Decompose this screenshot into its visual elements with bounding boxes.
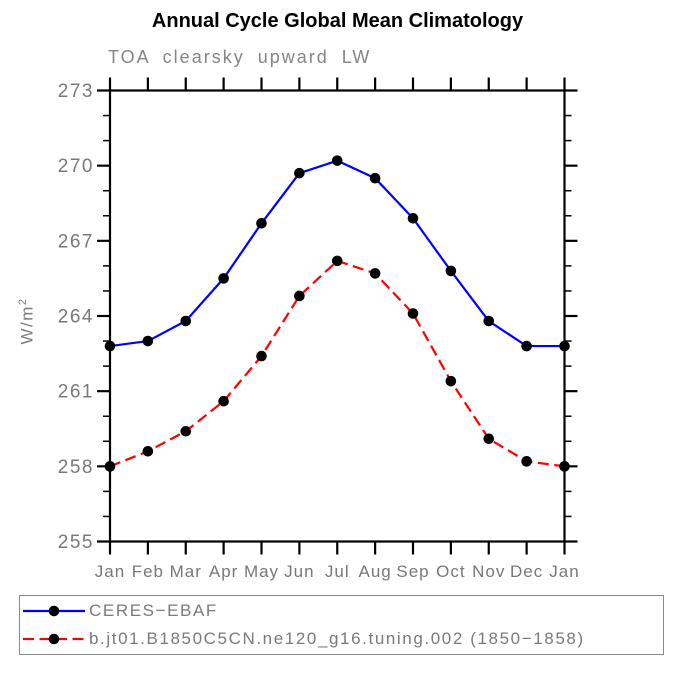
- svg-text:273: 273: [58, 81, 94, 102]
- legend-item-ceres: CERES−EBAF: [20, 597, 218, 625]
- svg-text:261: 261: [58, 382, 94, 403]
- svg-text:270: 270: [58, 156, 94, 177]
- chart-title: Annual Cycle Global Mean Climatology: [151, 10, 524, 32]
- legend-label: CERES−EBAF: [89, 601, 218, 620]
- svg-text:Apr: Apr: [209, 562, 238, 581]
- svg-text:Aug: Aug: [359, 562, 392, 581]
- svg-text:May: May: [244, 562, 279, 581]
- svg-text:255: 255: [58, 532, 94, 553]
- svg-text:Jul: Jul: [325, 562, 350, 581]
- svg-text:Sep: Sep: [396, 562, 429, 581]
- svg-text:Nov: Nov: [472, 562, 505, 581]
- svg-text:Dec: Dec: [510, 562, 543, 581]
- legend-label: b.jt01.B1850C5CN.ne120_g16.tuning.002 (1…: [89, 629, 585, 648]
- svg-text:267: 267: [58, 231, 94, 252]
- legend-item-model: b.jt01.B1850C5CN.ne120_g16.tuning.002 (1…: [20, 625, 585, 653]
- svg-text:Jan: Jan: [549, 562, 579, 581]
- svg-text:264: 264: [58, 307, 94, 328]
- svg-text:Jan: Jan: [95, 562, 125, 581]
- chart-subtitle: TOA clearsky upward LW: [108, 47, 372, 67]
- svg-text:Feb: Feb: [132, 562, 164, 581]
- svg-text:Oct: Oct: [436, 562, 465, 581]
- legend-swatch-line-dot: [23, 605, 85, 617]
- svg-text:Jun: Jun: [284, 562, 314, 581]
- legend-swatch-line-dot: [23, 633, 85, 645]
- svg-text:Mar: Mar: [170, 562, 202, 581]
- svg-text:258: 258: [58, 457, 94, 478]
- legend-box: CERES−EBAF b.jt01.B1850C5CN.ne120_g16.tu…: [19, 595, 664, 655]
